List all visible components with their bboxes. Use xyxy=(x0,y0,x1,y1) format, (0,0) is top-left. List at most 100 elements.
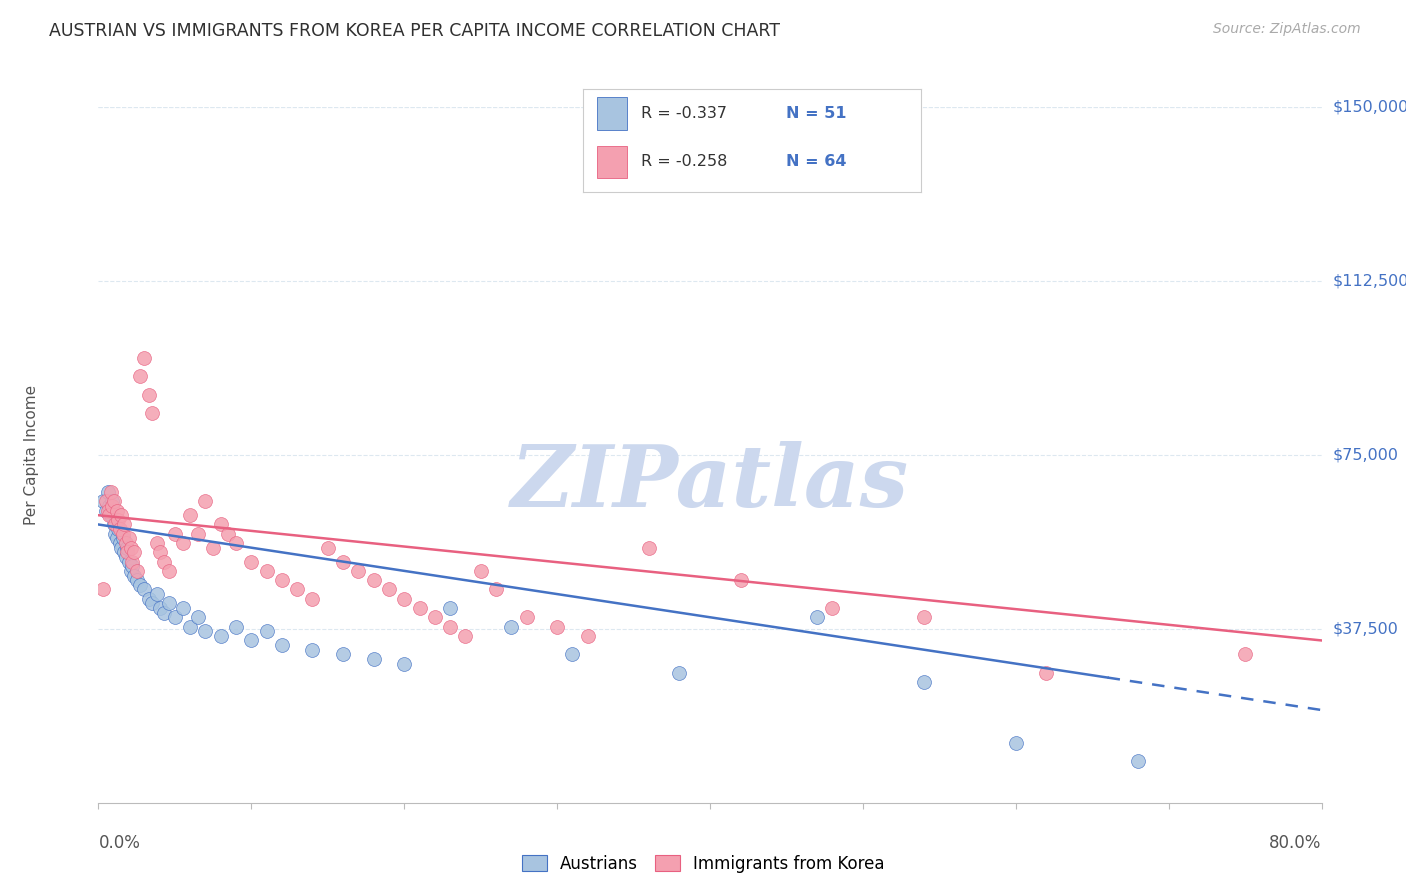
Point xyxy=(138,591,160,606)
Point xyxy=(912,610,935,624)
Point xyxy=(105,532,128,546)
Point xyxy=(240,555,263,569)
Point xyxy=(149,601,172,615)
Point xyxy=(454,629,477,643)
Point xyxy=(112,517,135,532)
Point xyxy=(141,596,163,610)
Point xyxy=(115,549,138,564)
Point xyxy=(332,648,354,662)
Point xyxy=(485,582,508,597)
Point xyxy=(128,578,150,592)
Legend: Austrians, Immigrants from Korea: Austrians, Immigrants from Korea xyxy=(515,848,891,880)
Point xyxy=(1128,754,1150,768)
Point xyxy=(806,610,828,624)
Point xyxy=(104,517,127,532)
Point xyxy=(108,536,131,550)
Point xyxy=(103,517,125,532)
Point xyxy=(668,665,690,680)
Point xyxy=(439,601,461,615)
Point xyxy=(470,564,492,578)
Point xyxy=(240,633,263,648)
Point xyxy=(270,573,292,587)
Point xyxy=(179,619,201,633)
Point xyxy=(122,545,145,559)
Point xyxy=(121,555,143,569)
Point xyxy=(98,499,121,513)
Point xyxy=(145,536,167,550)
Point xyxy=(110,508,132,523)
Point xyxy=(141,406,163,420)
Point xyxy=(821,601,844,615)
Point xyxy=(118,532,141,546)
Point xyxy=(101,494,124,508)
Point xyxy=(637,541,661,555)
Point xyxy=(209,517,232,532)
Point xyxy=(316,541,339,555)
Text: N = 64: N = 64 xyxy=(786,154,846,169)
Point xyxy=(392,657,416,671)
Point xyxy=(111,526,134,541)
Point xyxy=(408,601,430,615)
Point xyxy=(101,499,124,513)
Text: ZIPatlas: ZIPatlas xyxy=(510,441,910,524)
Text: Source: ZipAtlas.com: Source: ZipAtlas.com xyxy=(1213,22,1361,37)
Point xyxy=(194,624,217,639)
Point xyxy=(187,526,209,541)
Point xyxy=(153,555,176,569)
Text: R = -0.337: R = -0.337 xyxy=(641,106,727,120)
Point xyxy=(270,638,292,652)
Point xyxy=(392,591,416,606)
Point xyxy=(94,503,117,517)
Point xyxy=(98,508,121,523)
Point xyxy=(100,508,122,523)
Point xyxy=(187,610,209,624)
Point xyxy=(157,596,180,610)
Bar xyxy=(598,97,627,130)
Point xyxy=(104,526,127,541)
Point xyxy=(149,545,172,559)
Point xyxy=(163,610,186,624)
Point xyxy=(225,619,247,633)
Point xyxy=(202,541,225,555)
Text: $150,000: $150,000 xyxy=(1333,100,1406,114)
Point xyxy=(439,619,461,633)
Text: $112,500: $112,500 xyxy=(1333,274,1406,288)
Point xyxy=(117,545,139,559)
Point xyxy=(110,541,132,555)
Point xyxy=(363,652,385,666)
Point xyxy=(256,564,278,578)
Text: $75,000: $75,000 xyxy=(1333,448,1399,462)
Point xyxy=(172,536,194,550)
Point xyxy=(125,564,148,578)
Point xyxy=(122,568,145,582)
Point xyxy=(153,606,176,620)
Point xyxy=(423,610,446,624)
Point xyxy=(134,351,156,365)
Point xyxy=(120,541,142,555)
Point xyxy=(120,564,142,578)
Point xyxy=(103,494,125,508)
Point xyxy=(105,503,128,517)
Point xyxy=(100,485,122,500)
Point xyxy=(97,485,120,500)
Point xyxy=(117,541,139,555)
Text: $37,500: $37,500 xyxy=(1333,622,1399,636)
Point xyxy=(97,503,120,517)
Text: AUSTRIAN VS IMMIGRANTS FROM KOREA PER CAPITA INCOME CORRELATION CHART: AUSTRIAN VS IMMIGRANTS FROM KOREA PER CA… xyxy=(49,22,780,40)
Point xyxy=(194,494,217,508)
Point xyxy=(347,564,370,578)
Point xyxy=(912,675,935,690)
Point xyxy=(730,573,752,587)
Point xyxy=(107,522,129,536)
Point xyxy=(1035,665,1057,680)
Point xyxy=(115,536,138,550)
Point xyxy=(108,522,131,536)
Bar xyxy=(598,145,627,178)
Text: R = -0.258: R = -0.258 xyxy=(641,154,727,169)
Point xyxy=(157,564,180,578)
Point xyxy=(91,494,114,508)
Point xyxy=(1234,648,1257,662)
Point xyxy=(209,629,232,643)
Point xyxy=(378,582,401,597)
Text: 0.0%: 0.0% xyxy=(98,834,141,852)
